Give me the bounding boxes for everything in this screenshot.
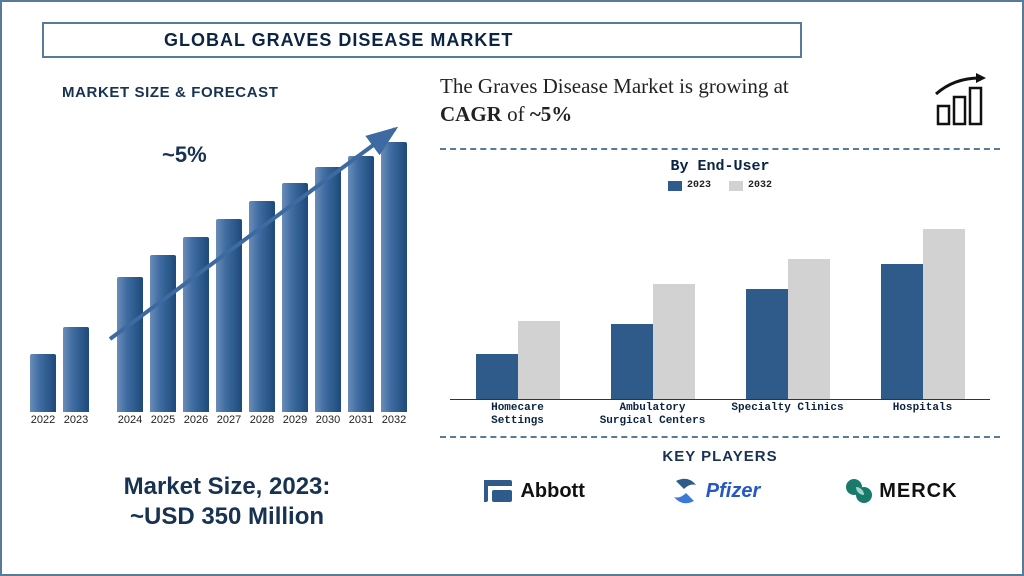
headline-text: The Graves Disease Market is growing at … [440, 72, 920, 129]
forecast-chart: 2022 2023 2024 2025 2026 2027 2028 2029 2030 2031… [30, 114, 420, 434]
market-size-callout: Market Size, 2023: ~USD 350 Million [52, 472, 402, 532]
forecast-year-label: 2028 [249, 414, 275, 434]
page-title: GLOBAL GRAVES DISEASE MARKET [164, 30, 513, 51]
forecast-year-label: 2024 [117, 414, 143, 434]
forecast-year-label: 2029 [282, 414, 308, 434]
forecast-year-label: 2031 [348, 414, 374, 434]
end-user-bar-2032 [653, 284, 695, 399]
end-user-group [720, 259, 855, 399]
forecast-bar [282, 183, 308, 413]
pfizer-icon [670, 477, 700, 505]
legend-item-2032: 2032 [729, 180, 772, 191]
forecast-bar [348, 156, 374, 413]
end-user-bar-2023 [611, 324, 653, 399]
abbott-icon [482, 478, 514, 504]
forecast-bar [381, 142, 407, 412]
end-user-category-label: Specialty Clinics [720, 402, 855, 427]
key-players-logos: Abbott Pfizer MERCK [440, 477, 1000, 505]
market-size-line1: Market Size, 2023: [52, 472, 402, 502]
forecast-year-label: 2023 [63, 414, 89, 434]
forecast-year-label: 2022 [30, 414, 56, 434]
forecast-bar [183, 237, 209, 413]
forecast-bar [315, 167, 341, 412]
end-user-bar-2023 [746, 289, 788, 399]
forecast-year-label: 2026 [183, 414, 209, 434]
forecast-bar [249, 201, 275, 413]
chart-legend: 2023 2032 [440, 180, 1000, 191]
key-players-title: KEY PLAYERS [440, 448, 1000, 465]
end-user-category-label: HomecareSettings [450, 402, 585, 427]
end-user-bar-2023 [476, 354, 518, 399]
end-user-group [585, 284, 720, 399]
forecast-bar [117, 277, 143, 412]
end-user-category-label: AmbulatorySurgical Centers [585, 402, 720, 427]
forecast-year-label: 2030 [315, 414, 341, 434]
forecast-title: MARKET SIZE & FORECAST [62, 84, 279, 101]
end-user-bar-2023 [881, 264, 923, 399]
forecast-year-label: 2027 [216, 414, 242, 434]
end-user-bar-2032 [923, 229, 965, 399]
end-user-category-label: Hospitals [855, 402, 990, 427]
headline-mid: of [507, 102, 525, 126]
end-user-group [855, 229, 990, 399]
end-user-bar-2032 [788, 259, 830, 399]
forecast-bar [216, 219, 242, 413]
growth-chart-icon [932, 72, 994, 127]
legend-item-2023: 2023 [668, 180, 711, 191]
end-user-chart-panel: By End-User 2023 2032 HomecareSettingsAm… [440, 148, 1000, 438]
forecast-bar [150, 255, 176, 413]
forecast-year-label: 2032 [381, 414, 407, 434]
headline-pre: The Graves Disease Market is growing at [440, 74, 789, 98]
headline-cagr: CAGR [440, 102, 502, 126]
growth-rate-label: ~5% [162, 142, 207, 168]
end-user-group [450, 321, 585, 399]
headline-pct: ~5% [530, 102, 572, 126]
forecast-year-label: 2025 [150, 414, 176, 434]
end-user-title: By End-User [440, 158, 1000, 175]
logo-abbott: Abbott [482, 478, 584, 504]
forecast-bar [63, 327, 89, 413]
market-size-line2: ~USD 350 Million [52, 502, 402, 532]
forecast-bar [30, 354, 56, 413]
merck-icon [845, 477, 873, 505]
logo-merck: MERCK [845, 477, 957, 505]
page-title-box: GLOBAL GRAVES DISEASE MARKET [42, 22, 802, 58]
logo-pfizer: Pfizer [670, 477, 760, 505]
end-user-bar-2032 [518, 321, 560, 399]
